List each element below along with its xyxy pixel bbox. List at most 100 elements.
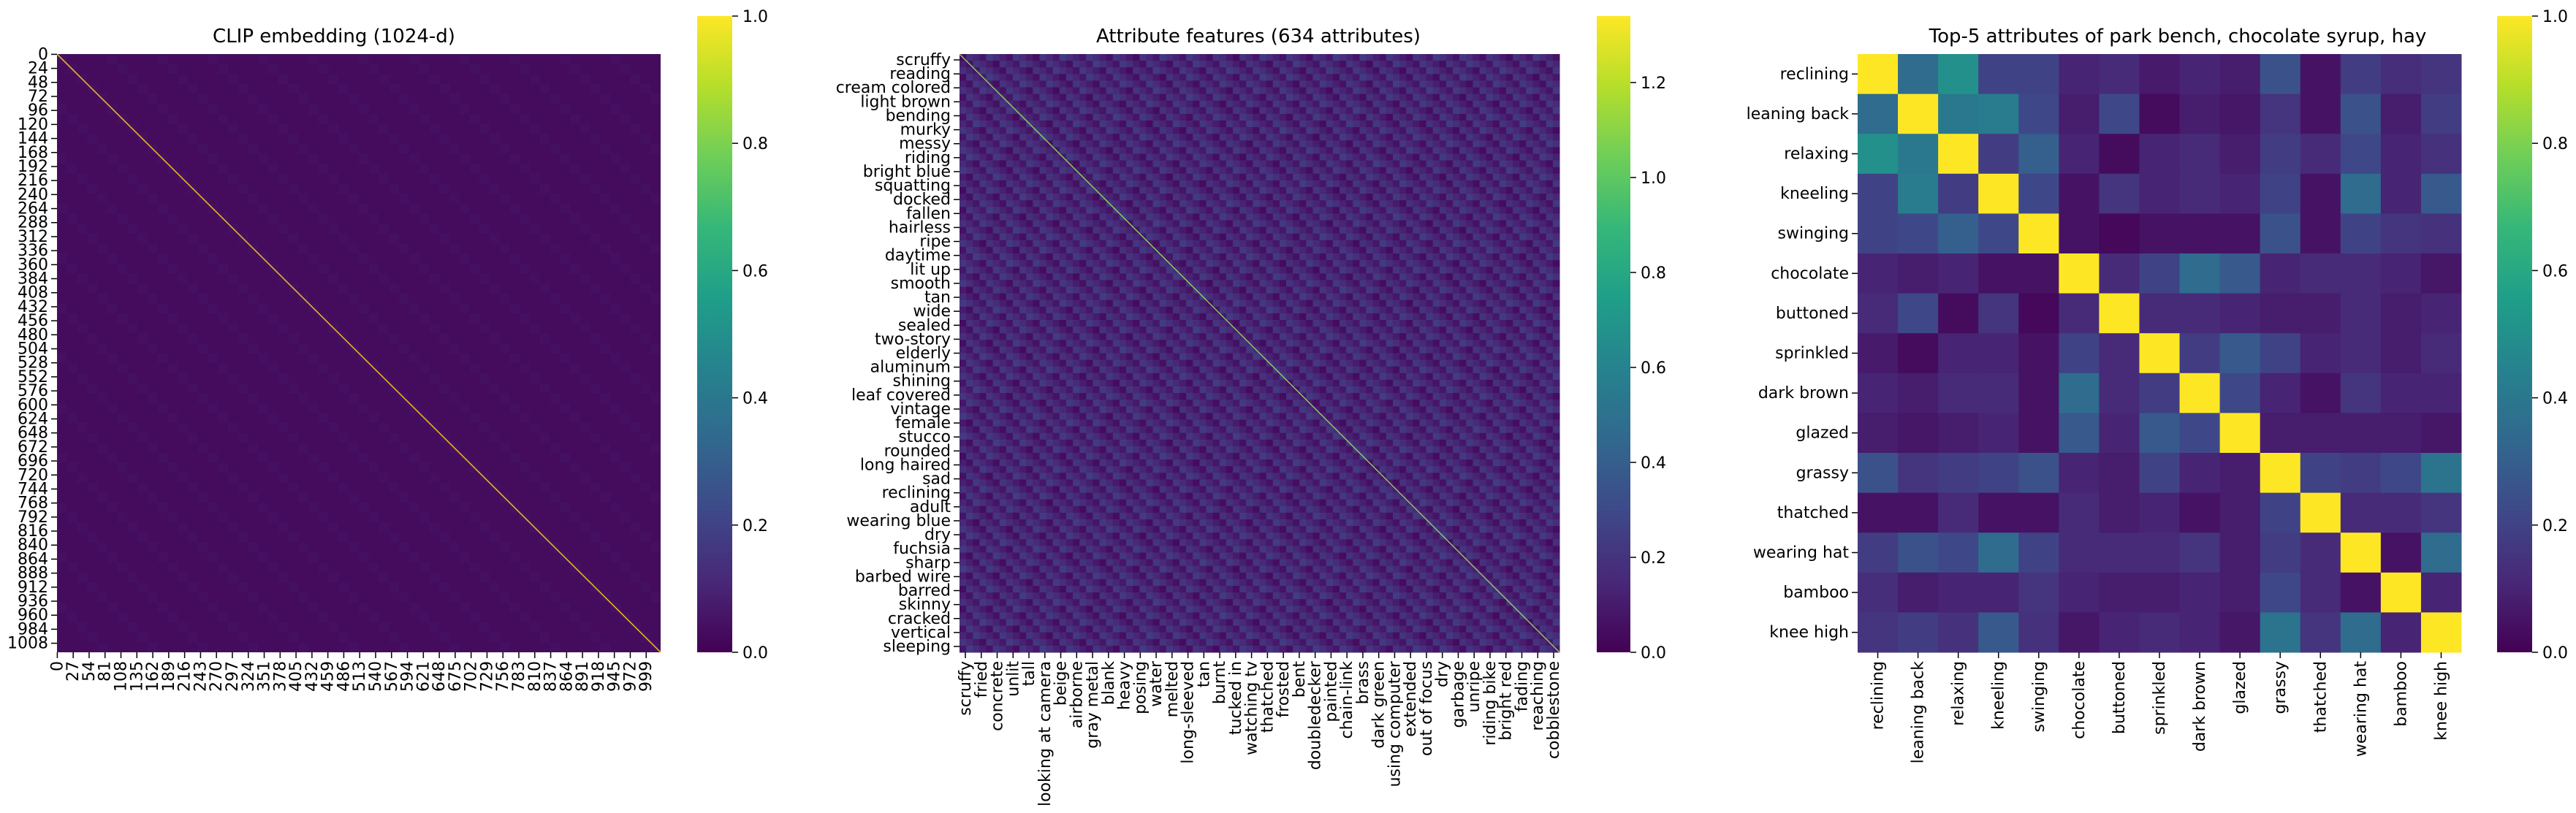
- heatmap-cell: [1239, 134, 1247, 141]
- heatmap-cell: [1519, 213, 1527, 221]
- heatmap-cell: [1253, 313, 1260, 321]
- heatmap-cell: [1026, 293, 1033, 301]
- heatmap-cell: [992, 299, 1000, 308]
- heatmap-cell: [992, 327, 1000, 334]
- x-tick-label: 891: [574, 661, 592, 692]
- heatmap-cell: [97, 293, 107, 304]
- heatmap-cell: [979, 333, 987, 340]
- heatmap-cell: [1073, 180, 1080, 188]
- heatmap-cell: [1473, 253, 1481, 261]
- heatmap-cell: [640, 582, 651, 593]
- heatmap-cell: [1012, 140, 1020, 148]
- heatmap-cell: [1139, 54, 1147, 61]
- heatmap-cell: [1012, 353, 1020, 361]
- heatmap-cell: [1413, 327, 1420, 334]
- heatmap-cell: [640, 83, 651, 94]
- heatmap-cell: [439, 333, 449, 343]
- heatmap-cell: [1552, 320, 1560, 327]
- heatmap-cell: [1439, 87, 1447, 95]
- heatmap-cell: [1199, 173, 1207, 181]
- heatmap-cell: [1372, 340, 1380, 347]
- heatmap-cell: [1212, 140, 1220, 148]
- heatmap-cell: [1272, 147, 1280, 154]
- heatmap-cell: [1106, 260, 1114, 267]
- heatmap-cell: [1499, 233, 1507, 241]
- heatmap-cell: [469, 263, 480, 274]
- heatmap-cell: [1039, 173, 1047, 181]
- heatmap-cell: [1065, 333, 1074, 340]
- heatmap-cell: [1546, 313, 1554, 321]
- y-tick-labels: 0244872961201441681922162402642883123363…: [7, 45, 57, 653]
- heatmap-cell: [389, 233, 400, 244]
- heatmap-cell: [1546, 306, 1554, 314]
- heatmap-cell: [57, 353, 67, 364]
- heatmap-cell: [1133, 200, 1140, 207]
- heatmap-cell: [1406, 286, 1413, 294]
- heatmap-cell: [1492, 153, 1500, 161]
- heatmap-cell: [1133, 134, 1140, 141]
- heatmap-cell: [1006, 240, 1014, 248]
- heatmap-cell: [1519, 233, 1527, 241]
- heatmap-cell: [258, 552, 269, 563]
- heatmap-cell: [1065, 313, 1074, 321]
- heatmap-cell: [973, 134, 980, 141]
- heatmap-cell: [1459, 194, 1467, 201]
- heatmap-cell: [1026, 107, 1033, 115]
- heatmap-cell: [1426, 93, 1434, 102]
- heatmap-cell: [1259, 299, 1267, 308]
- heatmap-cell: [1152, 333, 1160, 340]
- heatmap-cell: [1492, 213, 1500, 221]
- heatmap-cell: [960, 61, 967, 68]
- heatmap-cell: [1492, 240, 1500, 248]
- heatmap-cell: [359, 303, 369, 313]
- heatmap-cell: [57, 453, 67, 463]
- heatmap-cell: [1392, 194, 1400, 201]
- heatmap-cell: [630, 74, 641, 84]
- heatmap-cell: [1059, 293, 1067, 301]
- heatmap-cell: [1119, 327, 1127, 334]
- heatmap-cell: [1392, 327, 1400, 334]
- heatmap-cell: [1285, 346, 1293, 354]
- heatmap-cell: [1372, 187, 1380, 194]
- heatmap-cell: [1012, 134, 1020, 141]
- heatmap-cell: [157, 552, 168, 563]
- heatmap-cell: [1399, 187, 1407, 194]
- x-tick-label: 837: [542, 661, 561, 692]
- heatmap-cell: [1219, 87, 1227, 95]
- heatmap-cell: [1546, 333, 1554, 340]
- heatmap-cell: [1519, 74, 1527, 81]
- heatmap-cell: [1093, 74, 1101, 81]
- heatmap-cell: [1379, 87, 1387, 95]
- heatmap-cell: [1112, 140, 1120, 148]
- heatmap-cell: [218, 164, 229, 174]
- heatmap-cell: [979, 121, 987, 128]
- heatmap-cell: [1439, 273, 1447, 280]
- heatmap-cell: [1506, 233, 1513, 241]
- heatmap-cell: [167, 462, 178, 473]
- heatmap-cell: [1439, 167, 1447, 175]
- y-tick-label: 192: [18, 158, 48, 176]
- heatmap-cell: [1519, 54, 1527, 61]
- heatmap-cell: [439, 632, 449, 643]
- heatmap-cell: [1039, 54, 1047, 61]
- heatmap-cell: [1046, 286, 1054, 294]
- heatmap-cell: [973, 173, 980, 181]
- heatmap-cell: [1093, 167, 1101, 175]
- heatmap-cell: [1492, 194, 1500, 201]
- heatmap-cell: [1086, 333, 1093, 340]
- heatmap-cell: [1226, 286, 1234, 294]
- heatmap-cell: [966, 353, 973, 361]
- heatmap-cell: [1019, 134, 1027, 141]
- heatmap-cell: [1193, 327, 1200, 334]
- heatmap-cell: [1479, 127, 1487, 134]
- heatmap-cell: [1546, 200, 1554, 207]
- heatmap-cell: [1239, 147, 1247, 154]
- heatmap-cell: [1233, 353, 1240, 361]
- heatmap-cell: [1439, 346, 1447, 354]
- heatmap-cell: [1546, 140, 1554, 148]
- heatmap-cell: [1479, 320, 1487, 327]
- heatmap-cell: [1073, 100, 1080, 108]
- heatmap-cell: [1253, 253, 1260, 261]
- heatmap-cell: [1419, 327, 1427, 334]
- heatmap-cell: [1146, 260, 1154, 267]
